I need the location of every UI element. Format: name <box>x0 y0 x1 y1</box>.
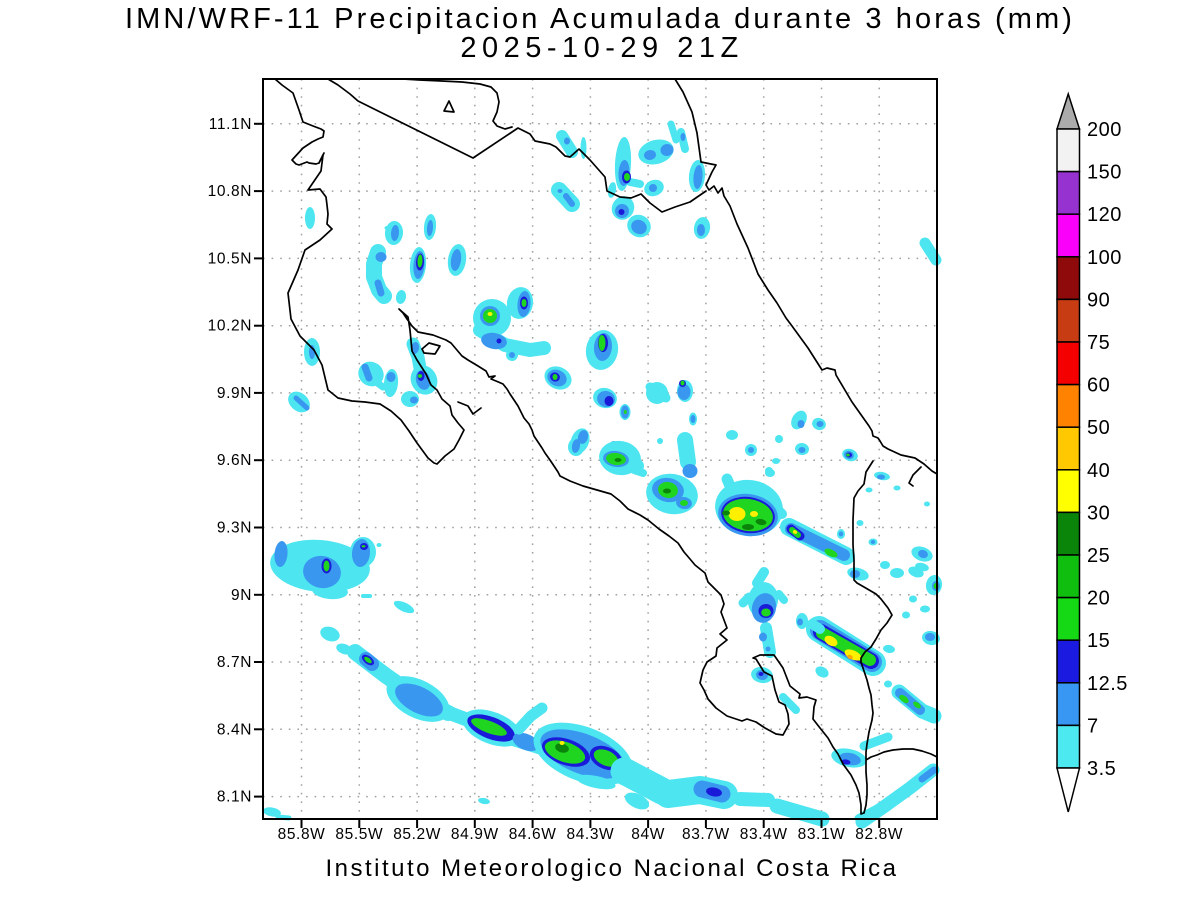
svg-text:Instituto Meteorologico Nacion: Instituto Meteorologico Nacional Costa R… <box>325 855 898 882</box>
svg-text:83.4W: 83.4W <box>740 826 788 843</box>
svg-text:82.8W: 82.8W <box>855 826 903 843</box>
svg-text:9.6N: 9.6N <box>217 452 252 469</box>
svg-text:8.4N: 8.4N <box>217 721 252 738</box>
svg-text:84W: 84W <box>631 826 665 843</box>
svg-text:150: 150 <box>1087 162 1122 184</box>
svg-text:85.5W: 85.5W <box>335 826 383 843</box>
svg-text:100: 100 <box>1087 247 1122 269</box>
svg-text:85.2W: 85.2W <box>393 826 441 843</box>
svg-text:9.3N: 9.3N <box>217 520 252 537</box>
svg-text:3.5: 3.5 <box>1087 758 1116 780</box>
svg-text:200: 200 <box>1087 119 1122 141</box>
svg-text:84.6W: 84.6W <box>509 826 557 843</box>
svg-text:90: 90 <box>1087 289 1110 311</box>
svg-text:84.3W: 84.3W <box>566 826 614 843</box>
svg-text:8.1N: 8.1N <box>217 789 252 806</box>
svg-text:8.7N: 8.7N <box>217 654 252 671</box>
svg-text:120: 120 <box>1087 204 1122 226</box>
svg-text:7: 7 <box>1087 715 1099 737</box>
svg-text:25: 25 <box>1087 545 1110 567</box>
svg-text:20: 20 <box>1087 588 1110 610</box>
svg-text:10.8N: 10.8N <box>208 183 252 200</box>
svg-text:50: 50 <box>1087 417 1110 439</box>
svg-text:IMN/WRF-11 Precipitacion Acumu: IMN/WRF-11 Precipitacion Acumulada duran… <box>125 3 1075 35</box>
svg-text:40: 40 <box>1087 460 1110 482</box>
svg-text:30: 30 <box>1087 502 1110 524</box>
svg-text:15: 15 <box>1087 630 1110 652</box>
svg-text:84.9W: 84.9W <box>451 826 499 843</box>
svg-text:2025-10-29 21Z: 2025-10-29 21Z <box>460 32 743 64</box>
svg-text:9N: 9N <box>231 587 252 604</box>
svg-text:12.5: 12.5 <box>1087 673 1128 695</box>
svg-text:83.7W: 83.7W <box>682 826 730 843</box>
svg-text:10.2N: 10.2N <box>208 318 252 335</box>
svg-text:60: 60 <box>1087 375 1110 397</box>
svg-text:75: 75 <box>1087 332 1110 354</box>
svg-text:85.8W: 85.8W <box>278 826 326 843</box>
svg-text:11.1N: 11.1N <box>209 116 252 133</box>
svg-text:9.9N: 9.9N <box>217 385 252 402</box>
svg-text:83.1W: 83.1W <box>798 826 846 843</box>
svg-text:10.5N: 10.5N <box>208 250 252 267</box>
